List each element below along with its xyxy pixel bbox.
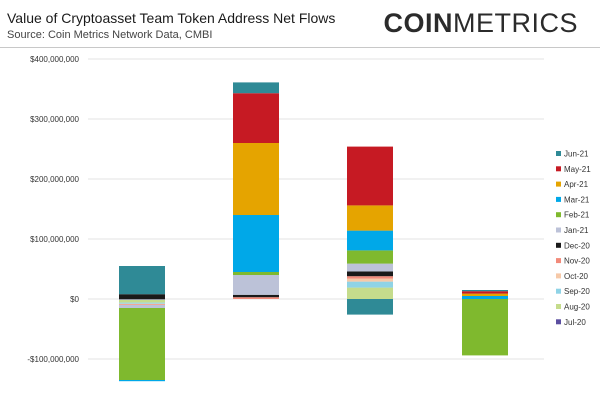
y-axis: -$100,000,000 $0 $100,000,000 $200,000,000 $… — [27, 55, 79, 364]
bar-segment-sep-20 — [347, 281, 393, 288]
bar-segment-jun-21 — [119, 266, 165, 295]
stacked-bar-chart: -$100,000,000 $0 $100,000,000 $200,000,000 $… — [27, 55, 591, 382]
brand-logo-light: METRICS — [453, 8, 578, 38]
legend-swatch — [556, 181, 561, 187]
y-tick-label: $0 — [70, 295, 79, 304]
bar-segment-mar-21 — [462, 296, 508, 299]
bar-segment-feb-21 — [119, 308, 165, 380]
bar-segment-dec-20 — [347, 271, 393, 277]
bar-segment-jun-21 — [347, 299, 393, 315]
legend: Jun-21 May-21 Apr-21 Mar-21 Feb-21 Jan-21 Dec-… — [556, 150, 591, 327]
chart-title: Value of Cryptoasset Team Token Address … — [7, 10, 336, 26]
bar-segment-may-21 — [347, 146, 393, 206]
y-tick-label: $300,000,000 — [30, 115, 79, 124]
bar-segment-jan-21 — [119, 305, 165, 308]
legend-label: Nov-20 — [564, 257, 590, 266]
bar-segment-nov-20 — [119, 304, 165, 305]
legend-label: Oct-20 — [564, 272, 589, 281]
bar-segment-jan-21 — [347, 263, 393, 272]
bar-segment-sep-20 — [119, 302, 165, 304]
bar-segment-aug-20 — [347, 287, 393, 299]
legend-label: Jan-21 — [564, 226, 589, 235]
legend-swatch — [556, 319, 561, 325]
bar-segment-jun-21 — [462, 290, 508, 292]
bar-segment-mar-21 — [119, 380, 165, 382]
header-divider — [0, 47, 600, 48]
legend-label: Apr-21 — [564, 180, 589, 189]
bar-segment-feb-21 — [347, 250, 393, 264]
legend-label: Jul-20 — [564, 318, 586, 327]
legend-swatch — [556, 258, 561, 264]
bar-segment-jun-21 — [233, 82, 279, 94]
bar-segment-jul-20 — [119, 299, 165, 300]
y-tick-label: $200,000,000 — [30, 175, 79, 184]
bar-segment-mar-21 — [233, 215, 279, 272]
bar-segment-aug-20 — [119, 299, 165, 303]
bar-segment-dec-20 — [233, 294, 279, 298]
bar-segment-dec-20 — [119, 294, 165, 299]
legend-swatch — [556, 212, 561, 218]
bar-segment-nov-20 — [233, 297, 279, 299]
bar-segment-may-21 — [233, 93, 279, 143]
bar-segment-oct-20 — [347, 278, 393, 282]
legend-swatch — [556, 196, 561, 202]
bar-segment-may-21 — [462, 291, 508, 294]
legend-label: Dec-20 — [564, 241, 590, 250]
legend-swatch — [556, 242, 561, 248]
bar-segment-oct-20 — [119, 303, 165, 305]
y-tick-label: $100,000,000 — [30, 235, 79, 244]
bar-segment-feb-21 — [233, 272, 279, 275]
brand-logo: COINMETRICS — [384, 8, 579, 39]
chart-header: Value of Cryptoasset Team Token Address … — [0, 0, 600, 47]
y-tick-label: -$100,000,000 — [27, 355, 79, 364]
bar-segment-jan-21 — [233, 275, 279, 295]
bar-segment-apr-21 — [462, 293, 508, 296]
bar-segment-apr-21 — [233, 143, 279, 215]
legend-label: Mar-21 — [564, 195, 590, 204]
legend-label: Feb-21 — [564, 211, 590, 220]
bar-segment-feb-21 — [462, 299, 508, 356]
legend-swatch — [556, 273, 561, 279]
legend-label: Jun-21 — [564, 150, 589, 159]
bar-segment-mar-21 — [347, 230, 393, 251]
y-tick-label: $400,000,000 — [30, 55, 79, 64]
legend-label: Sep-20 — [564, 287, 590, 296]
legend-swatch — [556, 151, 561, 156]
legend-swatch — [556, 304, 561, 309]
legend-label: May-21 — [564, 165, 591, 174]
brand-logo-strong: COIN — [383, 8, 453, 38]
bar-segment-apr-21 — [347, 205, 393, 231]
legend-swatch — [556, 166, 561, 172]
legend-label: Aug-20 — [564, 303, 590, 312]
bar-segment-nov-20 — [347, 276, 393, 279]
bars — [119, 82, 508, 382]
legend-swatch — [556, 288, 561, 294]
chart-subtitle: Source: Coin Metrics Network Data, CMBI — [7, 29, 213, 41]
legend-swatch — [556, 227, 561, 233]
